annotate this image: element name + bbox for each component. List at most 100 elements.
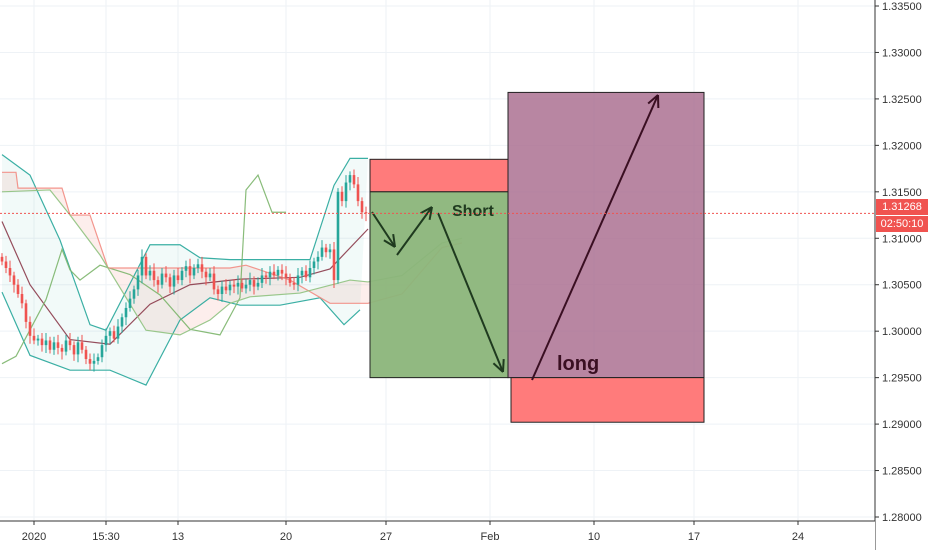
candle-body xyxy=(36,338,40,341)
candle xyxy=(268,266,272,286)
candle xyxy=(4,255,8,274)
indicator-bb-upper xyxy=(1,154,368,331)
candle-body xyxy=(4,261,8,269)
candle xyxy=(28,316,32,344)
candle xyxy=(68,333,72,351)
candle-body xyxy=(316,256,320,262)
candle xyxy=(164,266,168,283)
candle-body xyxy=(148,270,152,276)
candle-body xyxy=(292,282,296,285)
candle-body xyxy=(120,317,124,327)
candle-body xyxy=(312,261,316,269)
candle xyxy=(172,269,176,295)
time-tick-label: 2020 xyxy=(22,531,46,543)
candle-body xyxy=(224,286,228,291)
short-stop-zone xyxy=(369,158,509,193)
candle xyxy=(300,267,304,284)
candle xyxy=(176,268,180,284)
price-tick-label: 1.28500 xyxy=(882,466,922,478)
candle xyxy=(40,333,44,352)
candle xyxy=(336,188,340,284)
price-axis xyxy=(875,0,932,550)
candle xyxy=(72,341,76,361)
candle-body xyxy=(344,182,348,202)
long-label: long xyxy=(557,353,599,375)
candle xyxy=(240,279,244,293)
candle-body xyxy=(192,268,196,276)
candle xyxy=(180,267,184,286)
candle-body xyxy=(28,321,32,336)
price-tick-label: 1.31000 xyxy=(882,233,922,245)
candle-body xyxy=(32,335,36,341)
time-tick-label: 13 xyxy=(172,531,184,543)
candle-body xyxy=(112,331,116,339)
candle-body xyxy=(340,191,344,202)
candle xyxy=(48,336,52,354)
bar-countdown-label: 02:50:10 xyxy=(876,216,928,232)
candle xyxy=(328,243,332,259)
candle-body xyxy=(0,256,4,262)
price-tick-label: 1.32000 xyxy=(882,140,922,152)
candle xyxy=(132,285,136,304)
candle-body xyxy=(60,347,64,352)
candle-body xyxy=(272,271,276,276)
price-tick-label: 1.28000 xyxy=(882,512,922,524)
time-tick-label: Feb xyxy=(481,531,500,543)
candle-body xyxy=(168,277,172,287)
candle xyxy=(232,279,236,294)
candle xyxy=(332,241,336,288)
candle-body xyxy=(12,275,16,285)
candle-body xyxy=(300,270,304,276)
candle xyxy=(244,279,248,294)
candle-body xyxy=(276,269,280,276)
candle xyxy=(80,334,84,354)
arrow-down-2 xyxy=(437,212,504,373)
candle xyxy=(116,319,120,344)
short-label: Short xyxy=(452,203,494,220)
candle-body xyxy=(160,273,164,285)
candle xyxy=(288,273,292,287)
time-tick-label: 15:30 xyxy=(92,531,120,543)
candle xyxy=(204,268,208,286)
short-profit-zone xyxy=(369,191,509,379)
candle xyxy=(0,253,4,266)
candle-body xyxy=(320,247,324,257)
arrow-down-1 xyxy=(371,211,396,248)
candle-body xyxy=(172,275,176,287)
arrow-up-1-head xyxy=(420,206,433,215)
candle xyxy=(364,206,368,222)
candle xyxy=(200,256,204,279)
candle-body xyxy=(304,270,308,278)
time-tick-label: 20 xyxy=(280,531,292,543)
candle xyxy=(36,334,40,346)
candle-body xyxy=(104,335,108,346)
candle-body xyxy=(204,271,208,278)
candle-body xyxy=(92,360,96,364)
arrow-down-1-head xyxy=(392,233,396,248)
candle xyxy=(208,268,212,282)
candle-body xyxy=(284,273,288,278)
candle xyxy=(320,240,324,261)
indicator-lagging-span xyxy=(1,173,286,365)
candle-body xyxy=(244,284,248,289)
candle xyxy=(16,279,20,298)
candle xyxy=(144,253,148,280)
candle-body xyxy=(260,275,264,283)
candle xyxy=(256,277,260,291)
candle-body xyxy=(140,256,144,276)
indicator-bb-lower xyxy=(1,291,361,386)
candle-body xyxy=(332,249,336,281)
candle-body xyxy=(44,340,48,346)
indicator-bb-basis xyxy=(1,221,369,345)
candle-body xyxy=(108,331,112,336)
candle xyxy=(96,353,100,365)
candle-body xyxy=(360,201,364,213)
candle-body xyxy=(240,282,244,289)
candle-body xyxy=(152,270,156,281)
candle xyxy=(352,169,356,189)
candle-body xyxy=(264,275,268,278)
candle xyxy=(20,286,24,309)
candle xyxy=(236,275,240,295)
candle-body xyxy=(280,269,284,274)
